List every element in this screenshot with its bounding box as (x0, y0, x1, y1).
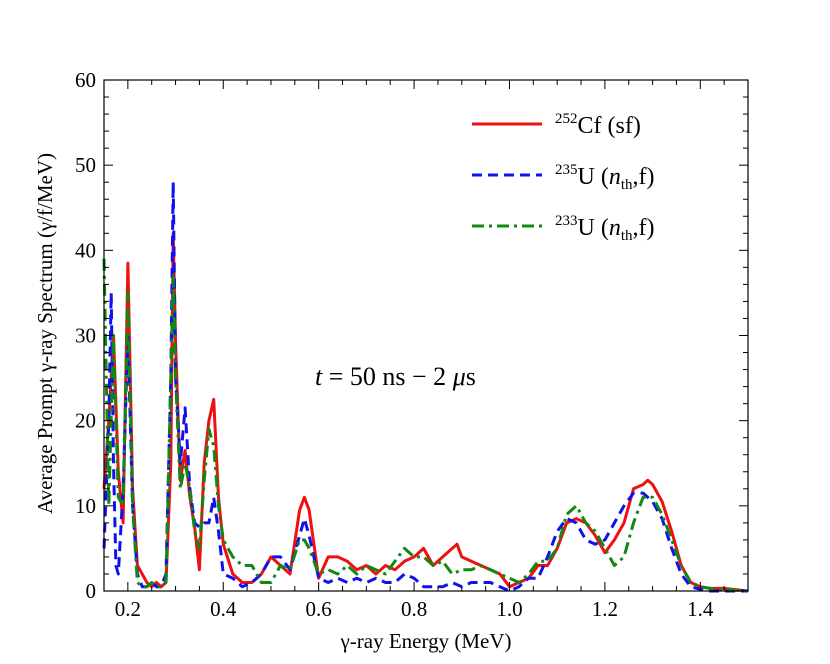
legend-tail-u233: ,f) (633, 215, 655, 241)
legend-main-u233: U ( (578, 215, 609, 241)
legend-sup-u235: 235 (555, 162, 578, 178)
y-tick-label: 60 (75, 68, 96, 92)
x-tick-label: 0.2 (115, 597, 141, 621)
legend-tail-u235: ,f) (633, 164, 655, 190)
x-tick-label: 1.2 (592, 597, 618, 621)
y-tick-label: 10 (75, 494, 96, 518)
annotation-mu: μ (452, 362, 466, 391)
legend-label-u235: 235U (nth,f) (555, 162, 654, 193)
y-axis-title: Average Prompt γ-ray Spectrum (γ/f/MeV) (33, 153, 57, 514)
y-tick-label: 50 (75, 153, 96, 177)
legend: 252Cf (sf) 235U (nth,f) 233U (nth,f) (472, 111, 654, 244)
series-layer (102, 180, 749, 593)
y-tick-label: 30 (75, 324, 96, 348)
legend-n-u233: n (609, 215, 621, 241)
legend-sup-cf252: 252 (555, 111, 578, 127)
x-tick-label: 0.6 (306, 597, 332, 621)
legend-label-u233: 233U (nth,f) (555, 213, 654, 244)
legend-sub-u233: th (621, 228, 633, 244)
annotation-s: s (466, 362, 476, 391)
legend-main-u235: U ( (578, 164, 609, 190)
series-line-u233 (102, 258, 749, 593)
legend-main-cf252: Cf (sf) (578, 113, 641, 139)
legend-n-u235: n (609, 164, 621, 190)
x-tick-label: 1.0 (496, 597, 522, 621)
x-axis-title: γ-ray Energy (MeV) (340, 629, 512, 653)
y-tick-label: 20 (75, 409, 96, 433)
legend-sub-u235: th (621, 177, 633, 193)
ticks-layer: 0.2 0.4 0.6 0.8 1.0 1.2 1.4 0 10 20 30 40 50 60 (75, 68, 749, 621)
y-tick-label: 0 (86, 579, 97, 603)
annotation-eq: = 50 ns − 2 (322, 362, 452, 391)
legend-sup-u233: 233 (555, 213, 578, 229)
x-tick-label: 1.4 (687, 597, 714, 621)
time-window-annotation: t = 50 ns − 2 μs (315, 362, 476, 391)
x-tick-label: 0.4 (210, 597, 237, 621)
x-tick-label: 0.8 (401, 597, 427, 621)
legend-label-cf252: 252Cf (sf) (555, 111, 641, 139)
y-tick-label: 40 (75, 238, 96, 262)
annotation-t: t (315, 362, 323, 391)
